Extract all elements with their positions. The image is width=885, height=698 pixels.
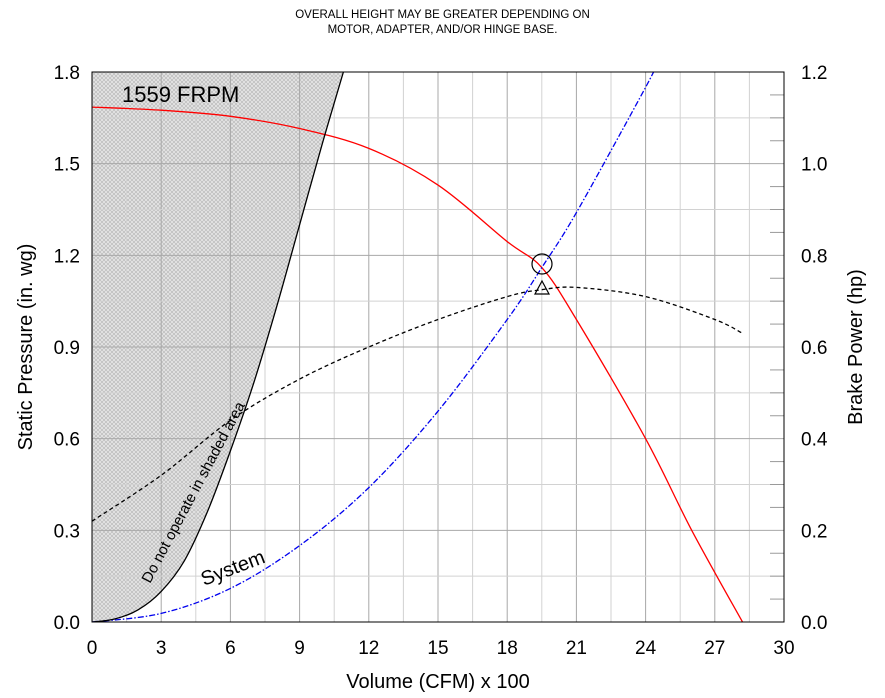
- y2-axis-title: Brake Power (hp): [845, 269, 867, 425]
- x-tick-label: 30: [773, 638, 794, 659]
- x-tick-label: 3: [156, 638, 167, 659]
- y-axis-title: Static Pressure (in. wg): [15, 244, 37, 451]
- y-tick-label: 0.3: [54, 521, 80, 542]
- y2-tick-label: 0.4: [801, 430, 828, 451]
- overall-height-note: OVERALL HEIGHT MAY BE GREATER DEPENDING …: [0, 8, 885, 38]
- y2-tick-label: 0.0: [801, 613, 827, 634]
- y-tick-label: 0.6: [54, 430, 80, 451]
- y-tick-label: 0.0: [54, 613, 80, 634]
- y2-tick-label: 0.6: [801, 338, 827, 359]
- x-tick-label: 0: [87, 638, 98, 659]
- series-layer: [92, 72, 744, 622]
- x-tick-label: 24: [635, 638, 657, 659]
- y-tick-label: 0.9: [54, 338, 80, 359]
- x-tick-label: 27: [704, 638, 725, 659]
- x-tick-label: 15: [427, 638, 448, 659]
- y2-tick-label: 1.0: [801, 155, 827, 176]
- x-tick-label: 18: [497, 638, 518, 659]
- x-tick-label: 12: [358, 638, 379, 659]
- x-axis-title: Volume (CFM) x 100: [346, 671, 529, 693]
- x-tick-label: 9: [294, 638, 305, 659]
- y2-tick-label: 0.2: [801, 521, 827, 542]
- x-tick-label: 21: [566, 638, 587, 659]
- y2-tick-label: 0.8: [801, 246, 827, 267]
- note-line-2: MOTOR, ADAPTER, AND/OR HINGE BASE.: [327, 24, 558, 36]
- speed-annotation: 1559 FRPM: [122, 82, 239, 107]
- operating-point-marker: [531, 253, 553, 275]
- power-point-marker: [533, 279, 551, 295]
- y-tick-label: 1.8: [54, 63, 80, 84]
- system-curve-label: System: [198, 546, 268, 590]
- grid-layer: [92, 72, 784, 622]
- y-tick-label: 1.5: [54, 155, 80, 176]
- y-tick-label: 1.2: [54, 246, 80, 267]
- plot-frame: [91, 71, 785, 623]
- x-tick-label: 6: [225, 638, 236, 659]
- fan-curve-line: [92, 106, 744, 622]
- y2-tick-label: 1.2: [801, 63, 827, 84]
- system-curve-line: [92, 72, 655, 622]
- stall-boundary-line: [92, 72, 345, 622]
- tick-labels-layer: 0 3 6 9 12 15 18 21 24 27 30 0.0 0.3 0.6 0.9 1.2 1.5 1.8 0…: [54, 63, 828, 659]
- note-line-1: OVERALL HEIGHT MAY BE GREATER DEPENDING …: [295, 9, 590, 21]
